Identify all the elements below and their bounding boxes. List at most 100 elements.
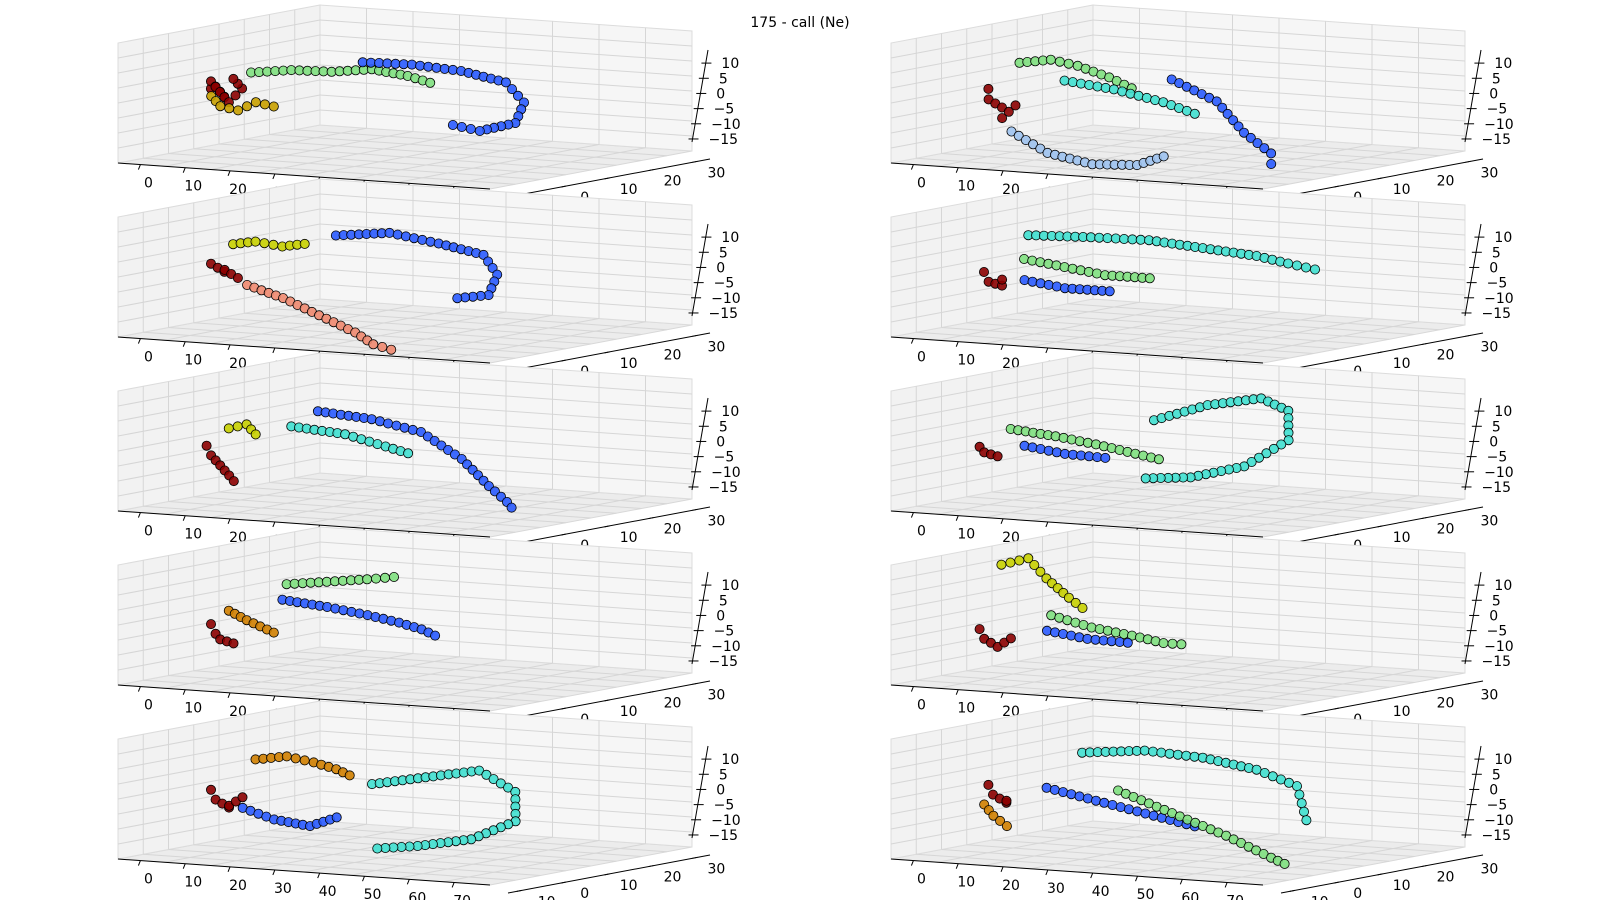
y-tick-label: 10 (1393, 182, 1411, 198)
data-point (452, 293, 463, 304)
y-tick-mark (1333, 533, 1339, 536)
z-tick-label: −10 (1484, 291, 1514, 307)
x-axis-line (117, 510, 491, 538)
y-tick-mark (1465, 682, 1471, 685)
y-tick-mark (648, 865, 654, 868)
z-tick-label: −15 (709, 480, 739, 496)
data-point (447, 120, 458, 131)
y-tick-label: 20 (664, 870, 682, 886)
y-tick-label: 30 (1481, 687, 1499, 703)
data-point (1059, 75, 1070, 86)
data-point (997, 113, 1008, 124)
z-tick-label: −10 (1484, 465, 1514, 481)
data-point (1051, 447, 1062, 458)
data-point (1283, 435, 1294, 446)
x-tick-mark (227, 344, 231, 351)
z-tick-label: 0 (1489, 260, 1498, 276)
data-point (368, 339, 379, 350)
y-tick-mark (1333, 707, 1339, 710)
data-point (233, 105, 244, 116)
z-tick-label: 0 (1489, 434, 1498, 450)
x-tick-mark (272, 521, 276, 528)
x-axis-line (890, 858, 1264, 886)
data-point (995, 815, 1006, 826)
data-point (1140, 473, 1151, 484)
y-tick-mark (560, 707, 566, 710)
data-point (1074, 436, 1085, 447)
z-axis-line (1464, 223, 1482, 317)
y-tick-label: 30 (708, 339, 726, 355)
x-tick-mark (955, 689, 959, 695)
z-axis-line (1464, 745, 1482, 839)
data-point (1299, 806, 1310, 817)
data-point (1261, 448, 1272, 459)
z-tick-label: 5 (1492, 593, 1501, 609)
data-point (1296, 798, 1307, 809)
data-point (1238, 127, 1249, 138)
data-point (299, 238, 310, 249)
z-tick-label: −5 (1487, 798, 1508, 814)
z-axis-line (1464, 397, 1482, 491)
data-point (1153, 454, 1164, 465)
x-tick-label: 50 (364, 887, 382, 900)
data-point (1001, 821, 1012, 832)
z-tick-label: −15 (709, 306, 739, 322)
data-point (1028, 139, 1039, 150)
data-point (1292, 260, 1303, 271)
data-point (449, 449, 460, 460)
data-point (250, 97, 261, 108)
x-tick-mark (272, 347, 276, 354)
data-point (1150, 95, 1161, 106)
z-tick-label: 10 (721, 56, 739, 72)
y-tick-mark (1377, 525, 1383, 528)
y-tick-label: 30 (1481, 339, 1499, 355)
data-point (230, 90, 241, 101)
x-tick-mark (955, 515, 959, 521)
x-tick-label: 10 (184, 353, 202, 369)
data-point (281, 751, 292, 762)
subplot-3: 010203040506070−1001020301050−5−10−15 (0, 178, 780, 388)
x-tick-mark (1045, 695, 1049, 702)
y-tick-label: 10 (620, 356, 638, 372)
data-point (399, 422, 410, 433)
subplot-3d-scatter: 010203040506070−1001020301050−5−10−15 (117, 700, 741, 900)
x-tick-label: 0 (144, 176, 153, 192)
x-tick-mark (1179, 879, 1183, 885)
x-tick-mark (1224, 882, 1228, 888)
data-point (1279, 858, 1290, 869)
z-tick-label: 5 (1492, 419, 1501, 435)
scatter-series (1113, 785, 1290, 869)
data-point (997, 274, 1008, 285)
data-point (1075, 78, 1086, 89)
scatter-series (983, 83, 1021, 124)
data-point (1092, 81, 1103, 92)
data-point (338, 605, 349, 616)
data-point (1259, 143, 1270, 154)
subplot-9: 010203040506070−1001020301050−5−10−15 (0, 700, 780, 900)
scatter-series (1019, 254, 1155, 284)
scatter-series (1059, 75, 1200, 119)
data-point (425, 77, 436, 88)
y-tick-mark (648, 343, 654, 346)
x-tick-mark (1000, 692, 1004, 699)
data-point (259, 238, 270, 249)
data-point (1127, 234, 1138, 245)
scatter-series (1023, 230, 1321, 275)
z-tick-label: −15 (709, 654, 739, 670)
z-tick-label: 5 (1492, 71, 1501, 87)
x-axis-line (117, 684, 491, 712)
data-point (1077, 603, 1088, 614)
data-point (439, 63, 450, 74)
data-point (1100, 452, 1111, 463)
scatter-series (1166, 74, 1277, 169)
data-point (1176, 639, 1187, 650)
scatter-series (205, 73, 248, 108)
data-point (1117, 86, 1128, 97)
y-tick-mark (560, 881, 566, 884)
data-point (1019, 275, 1030, 286)
data-point (372, 843, 383, 854)
x-tick-mark (182, 167, 186, 173)
subplot-3d-scatter: 010203040506070−1001020301050−5−10−15 (890, 700, 1514, 900)
x-tick-label: 20 (229, 878, 247, 894)
x-tick-label: 30 (1047, 881, 1065, 897)
